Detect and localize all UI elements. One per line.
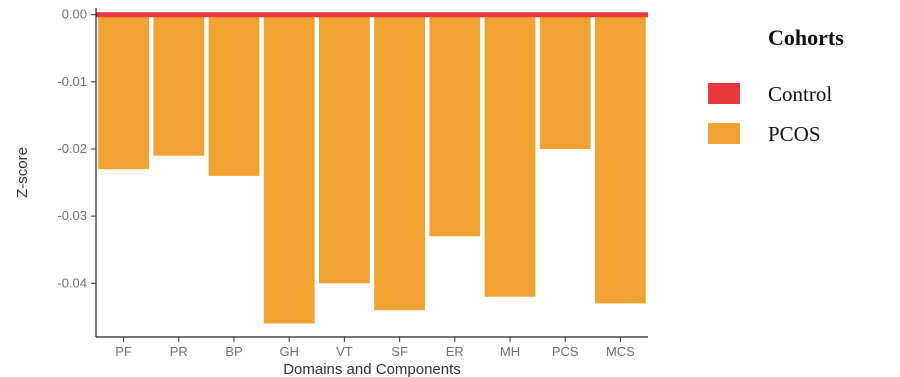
y-tick-label: 0.00 — [62, 7, 87, 22]
x-tick-label-er: ER — [446, 344, 464, 359]
legend-swatch-pcos — [708, 123, 740, 144]
legend: Cohorts Control PCOS — [708, 25, 844, 146]
bar-pcos-pf — [98, 14, 149, 170]
plot-area — [96, 12, 648, 324]
legend-swatch-control — [708, 83, 740, 104]
bar-pcos-pcs — [539, 14, 591, 150]
bar-pcos-bp — [208, 14, 260, 176]
y-tick-label: -0.03 — [57, 208, 87, 223]
bar-pcos-vt — [319, 14, 370, 284]
y-tick-label: -0.04 — [57, 275, 87, 290]
x-tick-label-pr: PR — [170, 344, 188, 359]
x-tick-label-pf: PF — [115, 344, 132, 359]
x-axis-ticks: PF PR BP GH VT SF ER MH PCS MCS — [115, 337, 635, 359]
bar-pcos-mcs — [595, 14, 646, 304]
x-tick-label-gh: GH — [279, 344, 299, 359]
x-tick-label-sf: SF — [391, 344, 408, 359]
x-tick-label-mh: MH — [500, 344, 520, 359]
y-axis-title: Z-score — [14, 147, 31, 198]
bar-pcos-er — [429, 14, 481, 237]
x-tick-label-vt: VT — [336, 344, 353, 359]
legend-label-control: Control — [768, 82, 832, 106]
x-tick-label-mcs: MCS — [606, 344, 635, 359]
legend-title: Cohorts — [768, 25, 844, 50]
y-tick-label: -0.01 — [57, 74, 87, 89]
bar-pcos-pr — [153, 14, 205, 156]
bar-pcos-sf — [374, 14, 425, 311]
bar-pcos-mh — [484, 14, 536, 297]
y-tick-label: -0.02 — [57, 141, 87, 156]
legend-label-pcos: PCOS — [768, 122, 821, 146]
bar-pcos-gh — [263, 14, 315, 324]
x-tick-label-pcs: PCS — [552, 344, 579, 359]
x-axis-title: Domains and Components — [283, 361, 461, 377]
y-axis-ticks: 0.00 -0.01 -0.02 -0.03 -0.04 — [57, 7, 96, 290]
bar-control-series — [96, 12, 648, 18]
x-tick-label-bp: BP — [225, 344, 242, 359]
